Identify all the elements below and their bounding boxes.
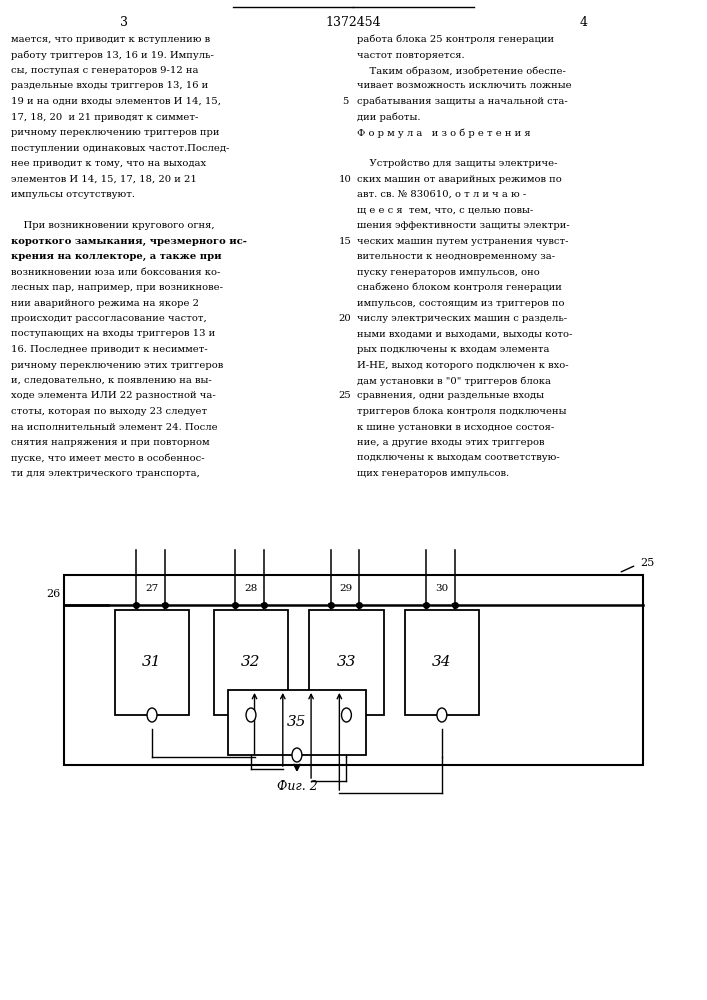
Text: поступлении одинаковых частот.Послед-: поступлении одинаковых частот.Послед- <box>11 144 229 153</box>
Text: ти для электрического транспорта,: ти для электрического транспорта, <box>11 469 199 478</box>
Text: и, следовательно, к появлению на вы-: и, следовательно, к появлению на вы- <box>11 376 211 385</box>
Text: авт. св. № 830610, о т л и ч а ю -: авт. св. № 830610, о т л и ч а ю - <box>357 190 526 199</box>
Text: пуску генераторов импульсов, оно: пуску генераторов импульсов, оно <box>357 268 539 277</box>
Text: 20: 20 <box>339 314 351 323</box>
Bar <box>404 610 479 715</box>
Text: 5: 5 <box>341 97 349 106</box>
Text: 16. Последнее приводит к несиммет-: 16. Последнее приводит к несиммет- <box>11 345 207 354</box>
Text: Ф о р м у л а   и з о б р е т е н и я: Ф о р м у л а и з о б р е т е н и я <box>357 128 531 137</box>
Text: 3: 3 <box>119 16 128 29</box>
Text: щих генераторов импульсов.: щих генераторов импульсов. <box>357 469 509 478</box>
Text: к шине установки в исходное состоя-: к шине установки в исходное состоя- <box>357 423 554 432</box>
Circle shape <box>292 748 302 762</box>
Circle shape <box>437 708 447 722</box>
Bar <box>228 690 366 755</box>
Text: поступающих на входы триггеров 13 и: поступающих на входы триггеров 13 и <box>11 330 215 338</box>
Text: ричному переключению триггеров при: ричному переключению триггеров при <box>11 128 219 137</box>
Text: дии работы.: дии работы. <box>357 112 421 122</box>
Text: 10: 10 <box>339 175 351 184</box>
Text: короткого замыкания, чрезмерного ис-: короткого замыкания, чрезмерного ис- <box>11 236 247 245</box>
Text: При возникновении кругового огня,: При возникновении кругового огня, <box>11 221 214 230</box>
Text: ричному переключению этих триггеров: ричному переключению этих триггеров <box>11 360 223 369</box>
Text: сравнения, одни раздельные входы: сравнения, одни раздельные входы <box>357 391 544 400</box>
Text: 31: 31 <box>142 656 162 670</box>
Text: 26: 26 <box>46 589 60 599</box>
Text: 17, 18, 20  и 21 приводят к симмет-: 17, 18, 20 и 21 приводят к симмет- <box>11 112 198 121</box>
Text: Таким образом, изобретение обеспе-: Таким образом, изобретение обеспе- <box>357 66 566 76</box>
Bar <box>309 610 383 715</box>
Text: Устройство для защиты электриче-: Устройство для защиты электриче- <box>357 159 558 168</box>
Text: 33: 33 <box>337 656 356 670</box>
Text: рых подключены к входам элемента: рых подключены к входам элемента <box>357 345 549 354</box>
Text: ными входами и выходами, выходы кото-: ными входами и выходами, выходы кото- <box>357 330 573 338</box>
Text: дам установки в "0" триггеров блока: дам установки в "0" триггеров блока <box>357 376 551 385</box>
Text: сы, поступая с генераторов 9-12 на: сы, поступая с генераторов 9-12 на <box>11 66 198 75</box>
Text: 27: 27 <box>146 584 158 593</box>
Text: 25: 25 <box>339 391 351 400</box>
Text: работу триггеров 13, 16 и 19. Импуль-: работу триггеров 13, 16 и 19. Импуль- <box>11 50 214 60</box>
Text: Фuг. 2: Фuг. 2 <box>276 780 317 793</box>
Text: происходит рассогласование частот,: происходит рассогласование частот, <box>11 314 206 323</box>
Bar <box>64 575 643 765</box>
Text: снятия напряжения и при повторном: снятия напряжения и при повторном <box>11 438 209 447</box>
Text: раздельные входы триггеров 13, 16 и: раздельные входы триггеров 13, 16 и <box>11 82 208 91</box>
Text: снабжено блоком контроля генерации: снабжено блоком контроля генерации <box>357 283 562 292</box>
Text: элементов И 14, 15, 17, 18, 20 и 21: элементов И 14, 15, 17, 18, 20 и 21 <box>11 175 197 184</box>
Text: работа блока 25 контроля генерации: работа блока 25 контроля генерации <box>357 35 554 44</box>
Bar <box>115 610 189 715</box>
Text: крения на коллекторе, а также при: крения на коллекторе, а также при <box>11 252 221 261</box>
Bar <box>214 610 288 715</box>
Text: 15: 15 <box>339 236 351 245</box>
Text: числу электрических машин с раздель-: числу электрических машин с раздель- <box>357 314 567 323</box>
Text: нии аварийного режима на якоре 2: нии аварийного режима на якоре 2 <box>11 298 199 308</box>
Text: 34: 34 <box>432 656 452 670</box>
Text: щ е е с я  тем, что, с целью повы-: щ е е с я тем, что, с целью повы- <box>357 206 533 215</box>
Text: 35: 35 <box>287 716 307 730</box>
Text: ческих машин путем устранения чувст-: ческих машин путем устранения чувст- <box>357 236 568 245</box>
Text: 4: 4 <box>579 16 588 29</box>
Text: 1372454: 1372454 <box>326 16 381 29</box>
Circle shape <box>147 708 157 722</box>
Text: 30: 30 <box>436 584 448 593</box>
Text: триггеров блока контроля подключены: триггеров блока контроля подключены <box>357 407 566 416</box>
Text: 29: 29 <box>340 584 353 593</box>
Text: 19 и на одни входы элементов И 14, 15,: 19 и на одни входы элементов И 14, 15, <box>11 97 221 106</box>
Text: мается, что приводит к вступлению в: мается, что приводит к вступлению в <box>11 35 210 44</box>
Text: 25: 25 <box>640 558 654 568</box>
Text: возникновении юза или боксования ко-: возникновении юза или боксования ко- <box>11 268 220 277</box>
Text: на исполнительный элемент 24. После: на исполнительный элемент 24. После <box>11 423 217 432</box>
Text: пуске, что имеет место в особеннос-: пуске, что имеет место в особеннос- <box>11 454 204 463</box>
Text: ских машин от аварийных режимов по: ских машин от аварийных режимов по <box>357 175 562 184</box>
Text: вительности к неодновременному за-: вительности к неодновременному за- <box>357 252 555 261</box>
Text: шения эффективности защиты электри-: шения эффективности защиты электри- <box>357 221 570 230</box>
Text: срабатывания защиты а начальной ста-: срабатывания защиты а начальной ста- <box>357 97 568 106</box>
Text: 32: 32 <box>241 656 261 670</box>
Text: ние, а другие входы этих триггеров: ние, а другие входы этих триггеров <box>357 438 544 447</box>
Text: И-НЕ, выход которого подключен к вхо-: И-НЕ, выход которого подключен к вхо- <box>357 360 568 369</box>
Text: чивает возможность исключить ложные: чивает возможность исключить ложные <box>357 82 572 91</box>
Text: частот повторяется.: частот повторяется. <box>357 50 464 60</box>
Text: подключены к выходам соответствую-: подключены к выходам соответствую- <box>357 454 560 462</box>
Text: импульсы отсутствуют.: импульсы отсутствуют. <box>11 190 134 199</box>
Circle shape <box>246 708 256 722</box>
Text: нее приводит к тому, что на выходах: нее приводит к тому, что на выходах <box>11 159 206 168</box>
Text: 28: 28 <box>245 584 257 593</box>
Text: лесных пар, например, при возникнове-: лесных пар, например, при возникнове- <box>11 283 223 292</box>
Circle shape <box>341 708 351 722</box>
Text: импульсов, состоящим из триггеров по: импульсов, состоящим из триггеров по <box>357 298 564 308</box>
Text: стоты, которая по выходу 23 следует: стоты, которая по выходу 23 следует <box>11 407 206 416</box>
Text: ходе элемента ИЛИ 22 разностной ча-: ходе элемента ИЛИ 22 разностной ча- <box>11 391 216 400</box>
